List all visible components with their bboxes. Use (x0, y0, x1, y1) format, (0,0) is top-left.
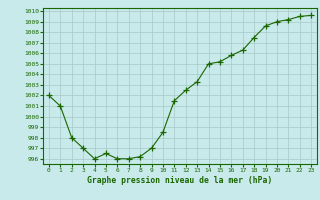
X-axis label: Graphe pression niveau de la mer (hPa): Graphe pression niveau de la mer (hPa) (87, 176, 273, 185)
